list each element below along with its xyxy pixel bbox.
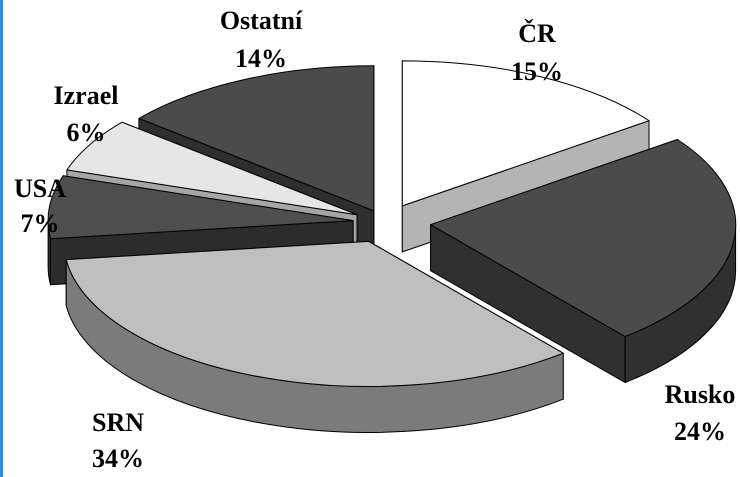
slice--r [401,60,650,207]
slice-label: USA [14,174,66,203]
slice-percent: 15% [511,57,563,86]
slice-percent: 34% [92,444,144,473]
slice-percent: 7% [21,209,60,238]
left-edge-border [0,0,3,477]
slice-label: Rusko [665,380,736,409]
slice-label: ČR [518,19,556,48]
slice-usa [47,175,354,240]
slice-percent: 24% [674,417,726,446]
slice-rusko [430,139,737,337]
slice-ostatn- [138,65,375,212]
slice-label: Izrael [54,81,119,110]
slice-label: Ostatní [220,6,303,35]
slice-percent: 14% [235,44,287,73]
slice-izrael [66,121,358,216]
slice-percent: 6% [67,118,106,147]
slice-srn [65,240,564,387]
slice-label: SRN [92,408,144,437]
